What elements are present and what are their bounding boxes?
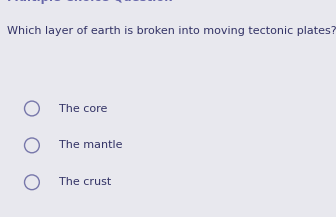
- Text: Which layer of earth is broken into moving tectonic plates?: Which layer of earth is broken into movi…: [7, 26, 336, 36]
- Text: The crust: The crust: [59, 177, 111, 187]
- Text: Multiple Choice Question: Multiple Choice Question: [7, 0, 172, 4]
- Text: The core: The core: [59, 104, 107, 113]
- Text: The mantle: The mantle: [59, 140, 122, 150]
